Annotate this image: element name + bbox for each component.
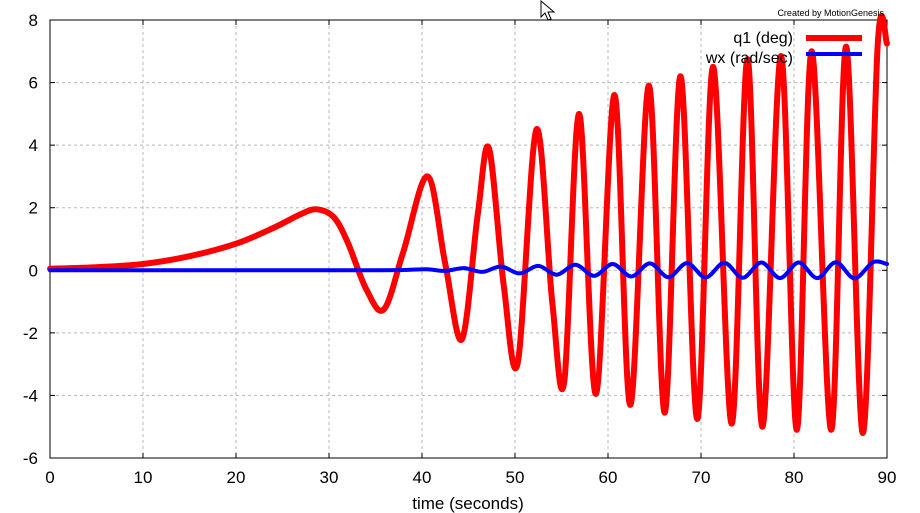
legend-label-wx: wx (rad/sec)	[705, 50, 793, 67]
x-tick-label: 40	[413, 468, 432, 487]
axis-ticks: 0 10 20 30 40 50 60 70 80 90 -6 -4 -2 0 2 4 6 8	[23, 11, 897, 487]
x-tick-label: 0	[45, 468, 54, 487]
x-tick-label: 50	[506, 468, 525, 487]
mouse-pointer-icon	[540, 0, 556, 21]
x-tick-label: 10	[134, 468, 153, 487]
y-tick-label: 6	[29, 74, 38, 93]
x-tick-label: 80	[785, 468, 804, 487]
y-tick-label: -2	[23, 324, 38, 343]
x-tick-label: 70	[692, 468, 711, 487]
x-axis-label: time (seconds)	[412, 494, 523, 513]
credit-text: Created by MotionGenesis	[777, 8, 884, 18]
series-line-q1	[47, 12, 890, 436]
y-tick-label: 4	[29, 136, 38, 155]
legend: q1 (deg) wx (rad/sec)	[705, 30, 862, 67]
x-tick-label: 60	[599, 468, 618, 487]
plot-frame	[49, 19, 888, 459]
series-line-wx	[48, 259, 889, 281]
x-tick-label: 20	[227, 468, 246, 487]
y-tick-label: -6	[23, 449, 38, 468]
x-tick-label: 30	[320, 468, 339, 487]
y-tick-label: -4	[23, 386, 38, 405]
y-tick-label: 2	[29, 199, 38, 218]
y-tick-label: 0	[29, 261, 38, 280]
series-lines	[47, 12, 890, 436]
x-tick-label: 90	[878, 468, 897, 487]
y-tick-label: 8	[29, 11, 38, 30]
legend-label-q1: q1 (deg)	[733, 30, 793, 47]
